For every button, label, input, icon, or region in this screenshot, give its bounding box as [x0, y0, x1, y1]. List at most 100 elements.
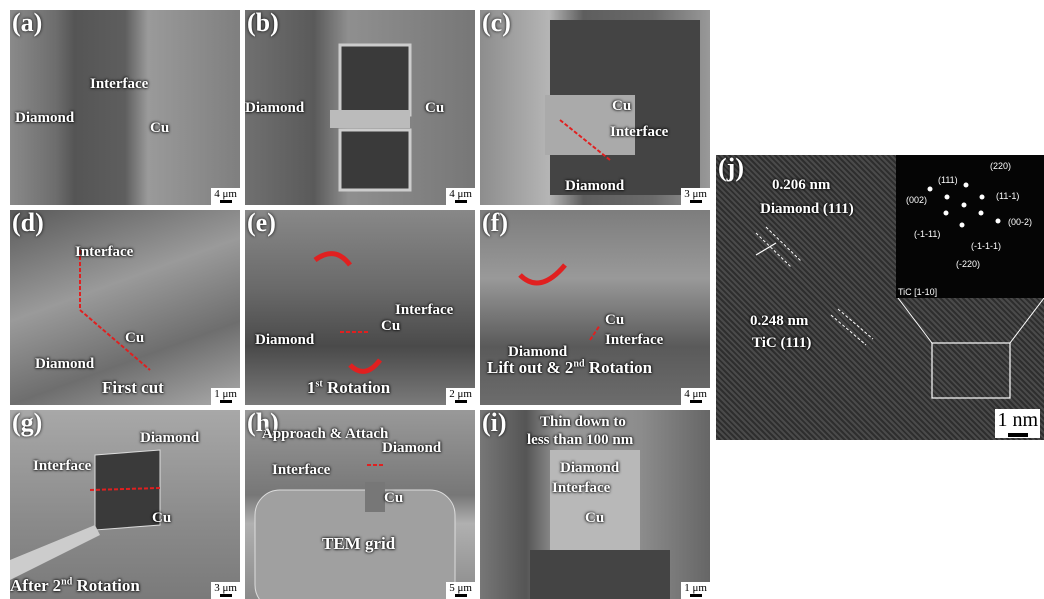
annotation-shape: [590, 325, 600, 340]
panel-label: (c): [482, 10, 511, 38]
fft-label: (111): [938, 175, 958, 185]
scale-bar: 4 μm: [681, 388, 710, 405]
annotation-text: Cu: [150, 120, 169, 137]
annotation-shape: [340, 130, 410, 190]
annotation-text: 0.206 nm: [772, 177, 830, 194]
fft-label: (-220): [956, 259, 980, 269]
annotation-text: Interface: [395, 302, 453, 319]
micrograph-panel: (f)CuInterfaceDiamondLift out & 2nd Rota…: [480, 210, 710, 405]
annotation-shape: [80, 250, 150, 370]
annotation-shape: [898, 298, 932, 343]
annotation-text: Cu: [384, 490, 403, 507]
annotation-text: Cu: [425, 100, 444, 117]
annotation-text: Interface: [90, 76, 148, 93]
panel-label: (d): [12, 210, 44, 238]
annotation-overlay: [10, 410, 240, 599]
scale-bar: 3 μm: [211, 582, 240, 599]
annotation-shape: [350, 360, 380, 371]
scale-bar: 5 μm: [446, 582, 475, 599]
scale-bar: 3 μm: [681, 188, 710, 205]
annotation-shape: [979, 211, 984, 216]
superscript: nd: [573, 358, 584, 369]
annotation-text: 1st Rotation: [307, 378, 390, 398]
annotation-text: Diamond: [140, 430, 199, 447]
annotation-text: less than 100 nm: [527, 432, 633, 449]
annotation-text: Cu: [585, 510, 604, 527]
scale-bar: 4 μm: [211, 188, 240, 205]
text-part: Rotation: [72, 576, 140, 595]
fft-label: (002): [906, 195, 927, 205]
text-part: Rotation: [585, 358, 653, 377]
annotation-text: Cu: [381, 318, 400, 335]
annotation-text: Diamond: [245, 100, 304, 117]
scale-bar: 2 μm: [446, 388, 475, 405]
annotation-shape: [945, 195, 950, 200]
text-part: Lift out & 2: [487, 358, 573, 377]
annotation-shape: [980, 195, 985, 200]
micrograph-panel: (h)Approach & AttachInterfaceDiamondCuTE…: [245, 410, 475, 599]
annotation-shape: [315, 254, 350, 265]
annotation-overlay: [716, 155, 1044, 440]
micrograph-panel: (a) Diamond Interface Cu 4 μm: [10, 10, 240, 205]
annotation-text: Diamond: [560, 460, 619, 477]
annotation-shape: [756, 233, 791, 267]
scale-bar: 1 nm: [995, 409, 1040, 438]
text-part: After 2: [10, 576, 61, 595]
annotation-shape: [520, 265, 565, 283]
annotation-text: Interface: [605, 332, 663, 349]
fft-label: (00-2): [1008, 217, 1032, 227]
annotation-text: Interface: [75, 244, 133, 261]
annotation-shape: [365, 482, 385, 512]
text-part: Rotation: [323, 378, 391, 397]
annotation-text: 0.248 nm: [750, 313, 808, 330]
annotation-text: First cut: [102, 378, 164, 398]
text-part: 1: [307, 378, 316, 397]
annotation-shape: [928, 187, 933, 192]
annotation-text: Interface: [272, 462, 330, 479]
panel-label: (b): [247, 10, 279, 38]
scale-bar: 4 μm: [446, 188, 475, 205]
annotation-text: Interface: [610, 124, 668, 141]
annotation-shape: [960, 223, 965, 228]
annotation-overlay: [10, 10, 240, 205]
annotation-shape: [838, 309, 873, 339]
panel-label: (i): [482, 410, 507, 438]
annotation-text: Approach & Attach: [262, 426, 388, 443]
panel-label: (g): [12, 410, 42, 438]
panel-label: (j): [718, 155, 744, 183]
superscript: nd: [61, 576, 72, 587]
superscript: st: [316, 378, 323, 389]
micrograph-panel: (i)Thin down toless than 100 nmDiamondIn…: [480, 410, 710, 599]
annotation-text: Lift out & 2nd Rotation: [487, 358, 652, 378]
panel-label: (a): [12, 10, 42, 38]
annotation-text: Diamond: [565, 178, 624, 195]
scale-bar: 1 μm: [211, 388, 240, 405]
annotation-text: Cu: [612, 98, 631, 115]
annotation-shape: [10, 525, 100, 580]
annotation-shape: [964, 183, 969, 188]
annotation-text: Diamond: [255, 332, 314, 349]
annotation-overlay: [10, 210, 240, 405]
annotation-shape: [340, 45, 410, 115]
annotation-text: Cu: [605, 312, 624, 329]
annotation-text: After 2nd Rotation: [10, 576, 140, 596]
annotation-overlay: [480, 10, 710, 205]
annotation-text: TiC (111): [752, 335, 811, 352]
fft-label: TiC [1-10]: [898, 287, 937, 297]
annotation-text: Diamond: [15, 110, 74, 127]
fft-label: (220): [990, 161, 1011, 171]
annotation-shape: [530, 550, 670, 599]
fft-label: (11-1): [996, 191, 1019, 201]
fft-label: (-1-11): [914, 229, 940, 239]
annotation-shape: [996, 219, 1001, 224]
annotation-text: Cu: [152, 510, 171, 527]
annotation-shape: [766, 227, 801, 261]
annotation-text: Diamond: [35, 356, 94, 373]
annotation-shape: [932, 343, 1010, 398]
annotation-shape: [944, 211, 949, 216]
figure: (a)DiamondInterfaceCu4 μm(b)DiamondCu4 μ…: [0, 0, 1044, 599]
